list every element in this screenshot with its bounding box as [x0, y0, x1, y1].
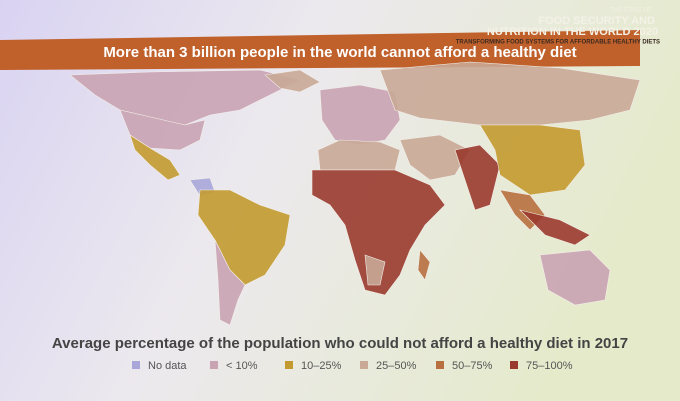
country-group	[311, 169, 446, 296]
legend-label: 50–75%	[452, 360, 493, 372]
slide-title: More than 3 billion people in the world …	[103, 44, 576, 61]
legend-swatch	[132, 361, 140, 369]
legend-label: 10–25%	[301, 360, 342, 372]
country-group	[379, 61, 641, 126]
legend-swatch	[210, 361, 218, 369]
legend-label: No data	[148, 360, 187, 372]
country-group	[319, 84, 401, 146]
legend: No data < 10% 10–25% 25–50% 50–75% 75–100%	[132, 360, 573, 372]
legend-label: < 10%	[226, 360, 258, 372]
legend-swatch	[285, 361, 293, 369]
country-group	[197, 189, 291, 286]
header-subtitle: TRANSFORMING FOOD SYSTEMS FOR AFFORDABLE…	[456, 40, 660, 46]
country-group	[539, 249, 611, 306]
legend-swatch	[510, 361, 518, 369]
country-group	[417, 249, 431, 281]
header-kicker: THE STATE OF	[610, 8, 652, 14]
country-group	[214, 239, 246, 326]
legend-label: 75–100%	[526, 360, 573, 372]
header-title: NUTRITION IN THE WORLD 2020	[487, 26, 658, 38]
legend-caption: Average percentage of the population who…	[52, 335, 628, 352]
country-group	[69, 69, 301, 126]
country-group	[519, 209, 591, 246]
country-group	[264, 69, 321, 93]
legend-label: 25–50%	[376, 360, 417, 372]
country-group	[129, 134, 181, 181]
legend-swatch	[360, 361, 368, 369]
header-title: FOOD SECURITY AND	[538, 15, 655, 27]
country-group	[399, 134, 471, 181]
country-group	[364, 254, 386, 286]
country-group	[454, 144, 501, 211]
country-group	[479, 124, 586, 196]
title-banner	[0, 30, 640, 70]
legend-swatch	[436, 361, 444, 369]
world-map	[69, 61, 641, 326]
